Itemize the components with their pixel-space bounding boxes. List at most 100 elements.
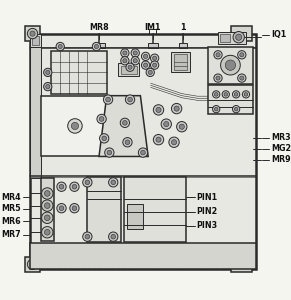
Circle shape [166, 254, 171, 258]
Circle shape [99, 117, 104, 121]
Circle shape [38, 254, 42, 258]
Circle shape [30, 262, 35, 267]
Bar [231, 257, 252, 272]
Circle shape [72, 206, 77, 211]
Circle shape [242, 91, 250, 98]
Circle shape [27, 259, 38, 269]
Circle shape [143, 54, 148, 58]
Circle shape [234, 93, 238, 96]
Bar [31, 243, 255, 269]
Bar [124, 177, 186, 242]
Text: MR6: MR6 [1, 217, 21, 226]
Circle shape [85, 234, 90, 239]
Circle shape [141, 150, 145, 155]
Bar [148, 43, 158, 48]
Circle shape [125, 95, 135, 104]
Circle shape [238, 74, 246, 82]
Circle shape [70, 254, 74, 258]
Bar [25, 26, 40, 41]
Circle shape [240, 76, 244, 80]
Circle shape [42, 212, 53, 224]
Circle shape [171, 140, 177, 145]
Circle shape [111, 180, 116, 185]
Circle shape [83, 178, 92, 187]
Circle shape [247, 254, 251, 258]
Circle shape [116, 252, 124, 260]
Circle shape [233, 106, 240, 113]
Text: PIN2: PIN2 [196, 207, 217, 216]
Circle shape [177, 122, 187, 132]
Circle shape [36, 252, 44, 260]
Circle shape [52, 252, 60, 260]
Circle shape [141, 61, 150, 69]
Circle shape [107, 150, 112, 155]
Bar [87, 177, 121, 242]
Bar [173, 54, 187, 70]
Circle shape [45, 190, 50, 196]
Text: 1: 1 [180, 22, 186, 32]
Text: PIN3: PIN3 [196, 221, 217, 230]
Circle shape [224, 93, 228, 96]
Circle shape [70, 203, 79, 213]
Bar [42, 97, 108, 155]
Circle shape [102, 136, 107, 141]
Circle shape [229, 252, 237, 260]
Circle shape [216, 76, 220, 80]
Circle shape [133, 59, 137, 63]
Circle shape [244, 93, 248, 96]
Circle shape [57, 182, 66, 191]
Circle shape [92, 42, 101, 51]
Circle shape [54, 254, 58, 258]
Circle shape [42, 188, 53, 199]
Circle shape [214, 93, 218, 96]
Circle shape [106, 97, 110, 102]
Circle shape [213, 252, 221, 260]
Circle shape [100, 134, 109, 143]
Circle shape [141, 52, 150, 61]
Circle shape [123, 121, 127, 125]
Circle shape [164, 122, 169, 127]
Circle shape [84, 252, 92, 260]
Circle shape [233, 32, 244, 43]
Bar [31, 34, 41, 46]
Text: MR7: MR7 [1, 230, 21, 239]
Circle shape [45, 203, 50, 208]
Circle shape [225, 60, 236, 70]
Circle shape [94, 44, 98, 49]
Circle shape [44, 82, 52, 91]
Text: PIN1: PIN1 [196, 193, 217, 202]
Circle shape [161, 119, 171, 129]
Circle shape [143, 63, 148, 67]
Circle shape [213, 106, 220, 113]
Bar [127, 204, 143, 229]
Circle shape [103, 95, 113, 104]
Circle shape [148, 70, 152, 74]
Circle shape [150, 61, 159, 69]
Bar [171, 52, 189, 72]
Circle shape [57, 203, 66, 213]
Circle shape [46, 70, 50, 74]
Circle shape [42, 200, 53, 211]
Circle shape [125, 140, 130, 145]
Circle shape [222, 91, 229, 98]
Circle shape [245, 252, 253, 260]
Circle shape [150, 254, 155, 258]
Circle shape [138, 148, 148, 157]
Circle shape [153, 105, 164, 115]
Bar [31, 34, 255, 269]
Circle shape [71, 122, 79, 130]
Circle shape [152, 56, 157, 60]
Text: MR8: MR8 [89, 22, 109, 32]
Circle shape [156, 137, 161, 142]
Circle shape [240, 53, 244, 57]
Text: MR9: MR9 [271, 155, 291, 164]
Circle shape [152, 63, 157, 67]
Bar [93, 43, 105, 48]
Circle shape [120, 118, 129, 128]
Circle shape [30, 31, 35, 36]
Bar [41, 96, 109, 157]
Circle shape [56, 42, 64, 51]
Circle shape [196, 252, 205, 260]
Bar [208, 85, 253, 114]
Circle shape [70, 182, 79, 191]
